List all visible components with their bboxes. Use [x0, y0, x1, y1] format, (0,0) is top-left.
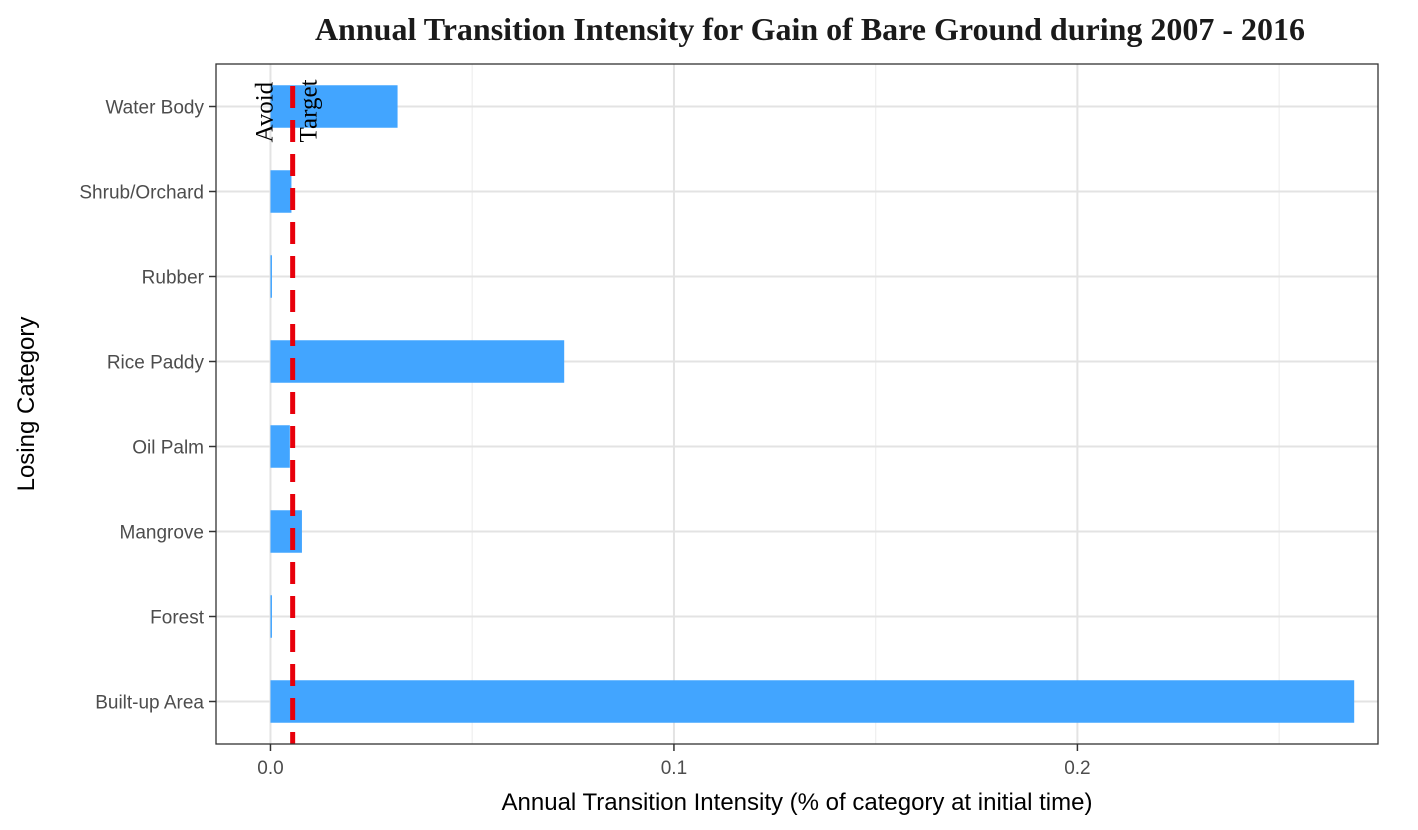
x-tick-label: 0.1	[661, 758, 687, 779]
bar-mangrove	[270, 510, 302, 553]
reference-label-target: Target	[296, 79, 323, 142]
y-tick-label: Water Body	[105, 98, 204, 119]
y-tick-label: Mangrove	[120, 523, 205, 544]
bar-layer	[270, 85, 1355, 723]
bar-forest	[270, 595, 272, 638]
x-tick-label: 0.2	[1064, 758, 1090, 779]
reference-line-layer: Avoid Target	[252, 79, 323, 744]
y-tick-label: Rubber	[142, 268, 205, 289]
bar-built-up-area	[270, 680, 1355, 723]
grid-layer	[216, 64, 1378, 744]
x-tick-label: 0.0	[257, 758, 283, 779]
chart-title: Annual Transition Intensity for Gain of …	[315, 11, 1305, 47]
bar-rubber	[270, 255, 272, 298]
y-axis-title: Losing Category	[13, 317, 40, 492]
y-tick-label: Oil Palm	[132, 438, 204, 459]
plot-panel-border	[215, 63, 1379, 745]
y-tick-label: Forest	[150, 608, 205, 629]
bar-rice-paddy	[270, 340, 565, 383]
y-tick-label: Built-up Area	[95, 693, 204, 714]
y-tick-label: Rice Paddy	[107, 353, 205, 374]
axis-layer: Water Body Shrub/Orchard Rubber Rice Paddy O…	[79, 98, 1090, 780]
x-axis-title: Annual Transition Intensity (% of catego…	[502, 789, 1093, 816]
bar-shrub-orchard	[270, 170, 292, 213]
y-tick-label: Shrub/Orchard	[79, 183, 204, 204]
bar-water-body	[270, 85, 398, 128]
reference-label-avoid: Avoid	[252, 81, 279, 142]
bar-oil-palm	[270, 425, 290, 468]
